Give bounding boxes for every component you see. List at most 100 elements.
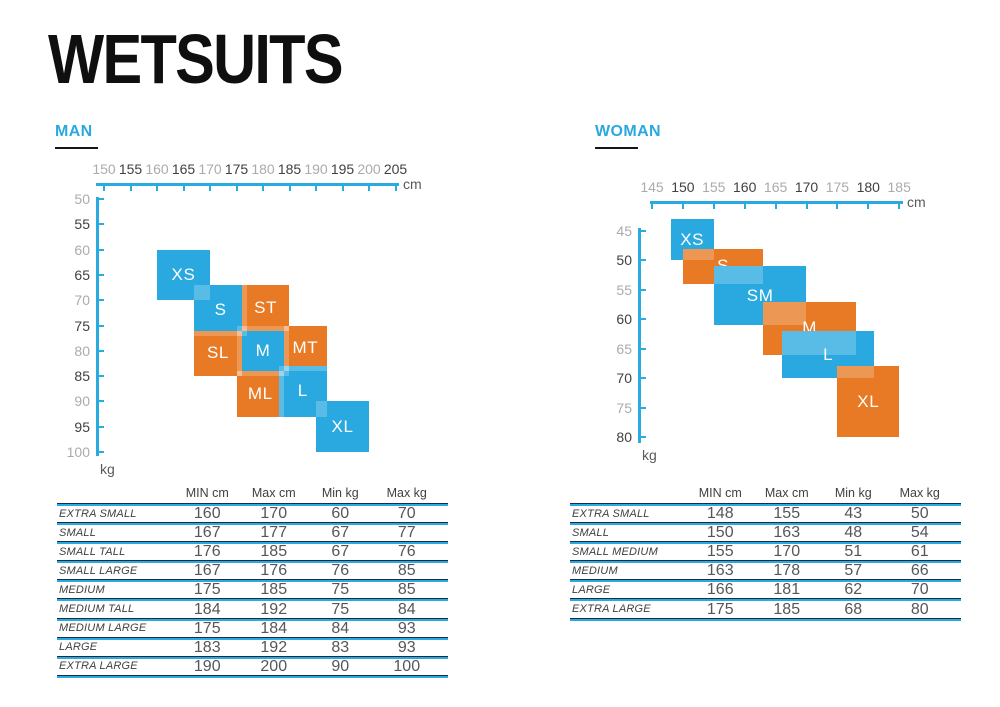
cell-size-name: EXTRA LARGE (572, 603, 651, 616)
y-tick-label-50: 50 (74, 191, 90, 207)
table-row-large: LARGE 166 181 62 70 (570, 582, 961, 598)
x-tick-label-185: 185 (887, 179, 911, 195)
y-tick (641, 347, 646, 350)
x-tick (315, 186, 317, 191)
cell-max-kg: 85 (397, 581, 416, 599)
cell-size-name: EXTRA SMALL (572, 507, 650, 520)
cell-min-kg: 68 (844, 600, 863, 618)
table-rule (570, 541, 961, 545)
cell-max-kg: 93 (397, 638, 416, 656)
cell-max-cm: 177 (260, 524, 288, 542)
y-tick-label-65: 65 (616, 340, 632, 357)
x-tick (262, 186, 264, 191)
section-title-woman: WOMAN (595, 123, 661, 140)
size-box-sl: SL (194, 330, 242, 377)
x-tick (129, 186, 132, 191)
y-tick-label-45: 45 (616, 223, 632, 239)
cell-min-kg: 48 (844, 524, 863, 542)
x-tick (182, 186, 185, 191)
woman-title-underline (595, 147, 638, 149)
y-tick (641, 318, 646, 321)
x-tick-label-175: 175 (224, 161, 249, 177)
size-box-xl: XL (837, 366, 900, 438)
size-box-st: ST (241, 285, 290, 331)
y-tick-label-75: 75 (74, 317, 90, 334)
y-tick-label-65: 65 (74, 266, 90, 283)
x-tick (209, 186, 211, 191)
cell-max-cm: 178 (773, 562, 801, 580)
y-tick-label-70: 70 (74, 292, 90, 309)
y-tick (641, 288, 646, 291)
woman-size-table: MIN cm Max cm Min kg Max kg EXTRA SMALL 148 15… (570, 484, 961, 621)
y-tick-label-75: 75 (616, 399, 632, 416)
table-header-max-cm: Max cm (764, 486, 809, 501)
y-tick (641, 436, 646, 439)
table-row-extra-large: EXTRA LARGE 175 185 68 80 (570, 601, 961, 617)
table-header-row: MIN cm Max cm Min kg Max kg (57, 484, 448, 503)
cell-max-kg: 70 (910, 581, 929, 599)
cell-max-kg: 80 (910, 600, 929, 618)
table-header-max-kg: Max kg (386, 486, 427, 501)
table-rule (57, 579, 448, 583)
cell-size-name: MEDIUM TALL (59, 603, 135, 616)
cell-max-cm: 192 (260, 600, 288, 618)
table-rule-bottom (570, 617, 961, 621)
y-tick (99, 299, 104, 302)
y-tick (99, 451, 104, 453)
x-tick-label-180: 180 (856, 179, 880, 195)
x-tick (743, 204, 746, 209)
size-box-m: M (236, 325, 290, 377)
y-tick (99, 248, 104, 251)
y-tick (641, 259, 646, 262)
y-tick-label-95: 95 (74, 418, 90, 435)
table-rule (570, 579, 961, 583)
y-axis-unit: kg (642, 447, 657, 463)
table-header-row: MIN cm Max cm Min kg Max kg (570, 484, 961, 503)
cell-min-cm: 160 (193, 505, 221, 523)
x-tick (341, 186, 344, 191)
table-row-small-tall: SMALL TALL 176 185 67 76 (57, 544, 448, 560)
table-row-small-large: SMALL LARGE 167 176 76 85 (57, 563, 448, 579)
x-axis-unit: cm (907, 194, 926, 210)
x-tick (288, 186, 291, 191)
x-axis-line (650, 201, 903, 204)
x-tick-label-190: 190 (304, 161, 328, 177)
cell-max-cm: 170 (773, 543, 801, 561)
y-tick-label-100: 100 (66, 444, 90, 460)
cell-max-cm: 185 (773, 600, 801, 618)
cell-max-cm: 181 (773, 581, 801, 599)
y-tick-label-60: 60 (74, 241, 90, 258)
man-size-table: MIN cm Max cm Min kg Max kg EXTRA SMALL 160 17… (57, 484, 448, 678)
cell-max-kg: 84 (397, 600, 416, 618)
table-rule (57, 655, 448, 659)
cell-max-cm: 184 (260, 619, 288, 637)
table-header-min-cm: MIN cm (698, 486, 742, 501)
x-tick (774, 204, 777, 209)
y-tick-label-80: 80 (74, 342, 90, 359)
table-row-extra-small: EXTRA SMALL 148 155 43 50 (570, 506, 961, 522)
cell-min-cm: 150 (706, 524, 734, 542)
table-rule (57, 560, 448, 564)
cell-min-kg: 76 (331, 562, 350, 580)
cell-size-name: SMALL TALL (59, 545, 126, 558)
x-tick-label-200: 200 (357, 161, 381, 177)
table-rule (57, 598, 448, 602)
table-header-min-cm: MIN cm (185, 486, 229, 501)
cell-max-cm: 155 (773, 505, 801, 523)
table-rule (57, 617, 448, 621)
table-row-medium-large: MEDIUM LARGE 175 184 84 93 (57, 619, 448, 637)
y-tick (99, 198, 104, 200)
table-row-medium: MEDIUM 175 185 75 85 (57, 582, 448, 598)
x-tick-label-205: 205 (383, 161, 408, 177)
table-row-large: LARGE 183 192 83 93 (57, 638, 448, 656)
cell-min-cm: 184 (193, 600, 221, 618)
cell-max-cm: 200 (260, 657, 288, 675)
table-header-max-cm: Max cm (251, 486, 296, 501)
y-tick (99, 324, 104, 327)
cell-min-kg: 83 (331, 638, 350, 656)
cell-min-kg: 57 (844, 562, 863, 580)
table-rule (570, 503, 961, 506)
x-tick (235, 186, 238, 191)
x-tick-label-155: 155 (702, 179, 726, 195)
